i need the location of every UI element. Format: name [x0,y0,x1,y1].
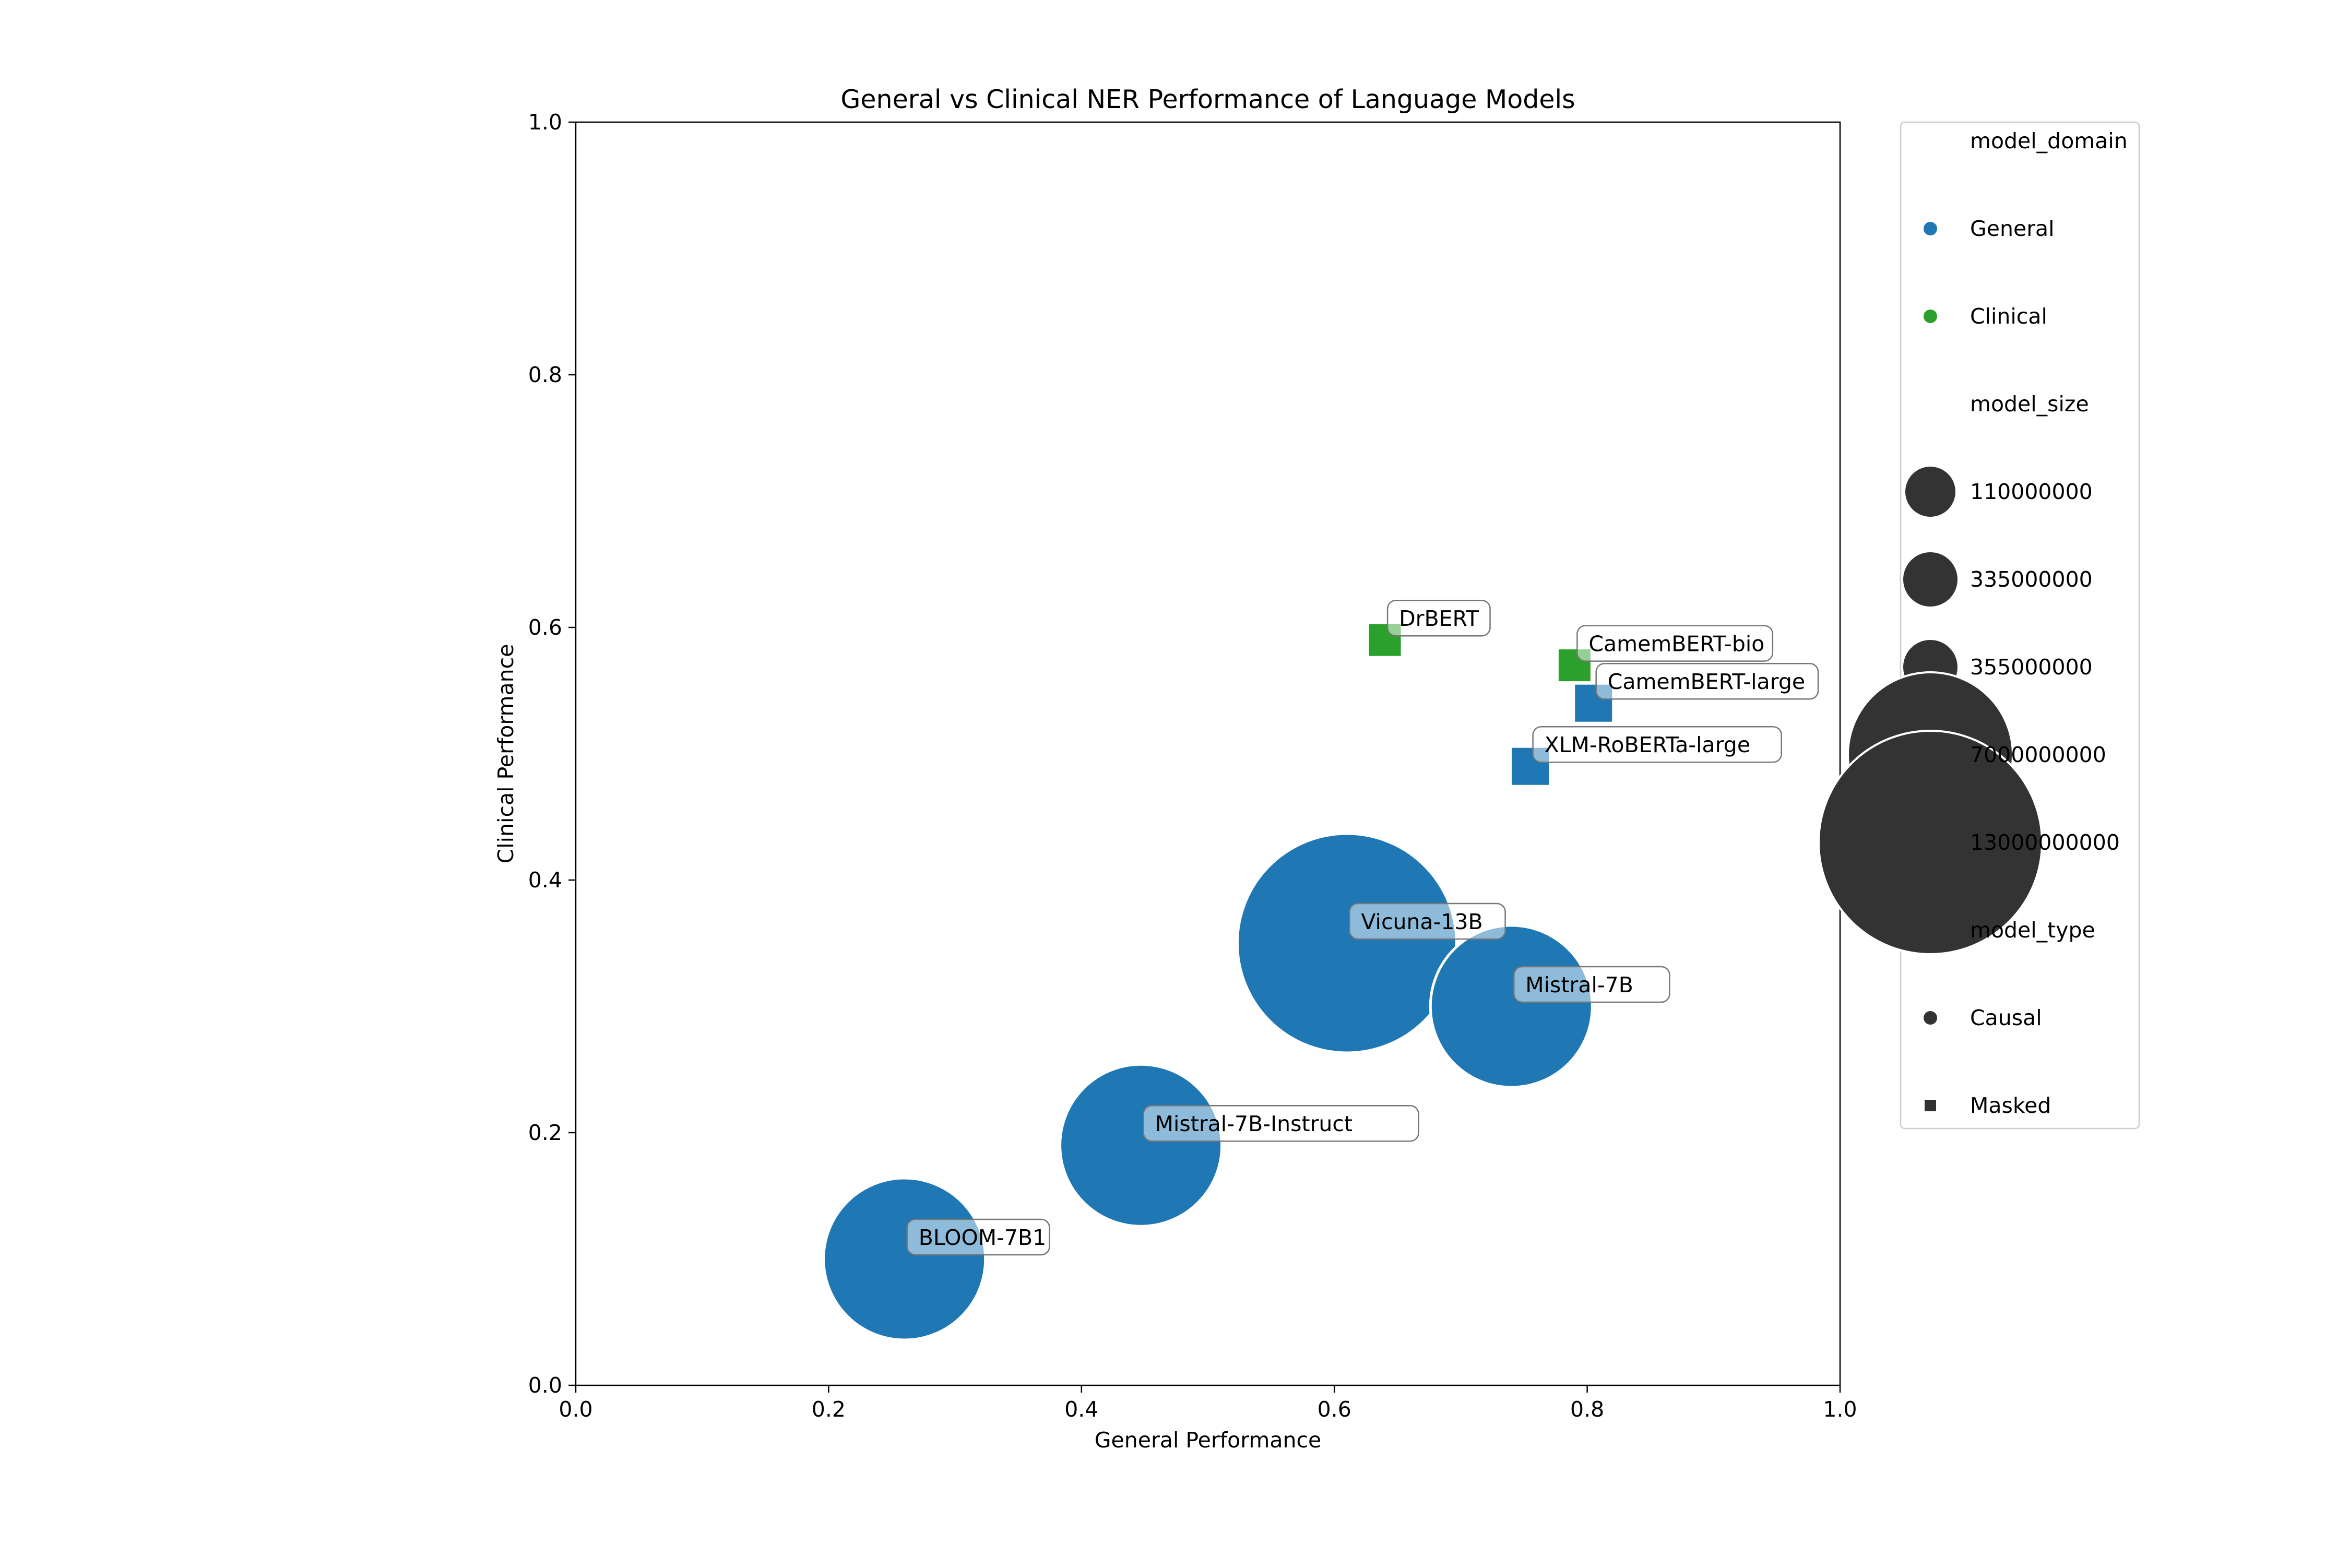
point-label-box [1143,1104,1419,1142]
data-point [1059,1063,1224,1228]
point-label: XLM-RoBERTa-large [1532,726,1783,763]
point-label-box [1349,902,1506,940]
legend-marker [1901,550,1960,609]
points-layer [822,622,1614,1341]
point-label: Mistral-7B-Instruct [1143,1104,1419,1142]
data-point [1429,924,1594,1089]
y-tick-label: 0.4 [528,868,562,893]
x-tick-label: 0.8 [1570,1397,1604,1422]
point-label: DrBERT [1386,599,1491,637]
point-label-box [1386,599,1491,637]
x-tick-label: 0.4 [1064,1397,1098,1422]
chart-title: General vs Clinical NER Performance of L… [840,85,1575,114]
legend-marker [1924,310,1937,323]
point-label-box [906,1218,1050,1256]
point-label-text: Vicuna-13B [1361,909,1482,934]
legend-entry-label: 335000000 [1970,567,2093,592]
y-tick-label: 0.2 [528,1120,562,1145]
y-tick-label: 0.8 [528,362,562,387]
legend-entry-label: 13000000000 [1970,830,2120,855]
point-label: Vicuna-13B [1349,902,1506,940]
point-label-text: Mistral-7B-Instruct [1155,1111,1353,1136]
point-label-text: CamemBERT-large [1608,669,1805,694]
legend-entry-label: Clinical [1970,304,2047,329]
legend-entry-label: General [1970,216,2055,241]
point-label-text: DrBERT [1399,606,1479,631]
y-tick-label: 0.0 [528,1373,562,1398]
point-label-text: XLM-RoBERTa-large [1545,732,1750,757]
legend-entry-label: 7000000000 [1970,742,2106,767]
plot-frame [575,121,1841,1386]
data-point [1236,832,1458,1054]
legend-marker [1903,465,1958,519]
point-label-text: CamemBERT-bio [1588,632,1764,657]
point-label-box [1513,966,1670,1003]
point-label-box [1576,625,1774,662]
legend-marker [1925,1100,1936,1111]
legend-section-title: model_type [1970,918,2095,943]
legend-section-title: model_size [1970,391,2089,417]
x-tick-label: 0.2 [812,1397,846,1422]
point-label: BLOOM-7B1 [906,1218,1050,1256]
y-axis-label: Clinical Performance [493,644,518,864]
x-axis-label: General Performance [1095,1428,1321,1453]
point-label-text: BLOOM-7B1 [919,1225,1047,1250]
data-point [1573,683,1614,723]
point-label-text: Mistral-7B [1525,972,1633,997]
legend-box [1900,121,2140,1130]
legend-entry-label: Causal [1970,1005,2042,1030]
legend-entry-label: 355000000 [1970,655,2093,680]
point-label: CamemBERT-large [1595,662,1819,700]
point-label-box [1532,726,1783,763]
legend-section-title: model_domain [1970,128,2128,153]
legend-marker [1818,730,2043,955]
legend-marker [1924,222,1937,235]
legend-entry-label: 110000000 [1970,479,2093,504]
point-label-box [1595,662,1819,700]
x-tick-label: 1.0 [1823,1397,1857,1422]
legend: model_domain General Clinical model_size 110… [1818,121,2140,1130]
point-label: CamemBERT-bio [1576,625,1774,662]
point-label: Mistral-7B [1513,966,1670,1003]
x-tick-label: 0.6 [1318,1397,1351,1422]
legend-marker [1924,1011,1937,1025]
y-tick-label: 1.0 [528,110,562,135]
axes-layer: 0.0 0.2 0.4 0.6 0.8 1.0 0.0 0.2 0.4 0.6 0.8 1.0 Gene… [493,85,1857,1453]
point-labels-layer: DrBERT CamemBERT-bio CamemBERT-large XLM-Ro… [906,599,1819,1256]
y-tick-label: 0.6 [528,615,562,640]
x-tick-label: 0.0 [559,1397,592,1422]
data-point [822,1177,987,1341]
legend-entry-label: Masked [1970,1093,2051,1118]
